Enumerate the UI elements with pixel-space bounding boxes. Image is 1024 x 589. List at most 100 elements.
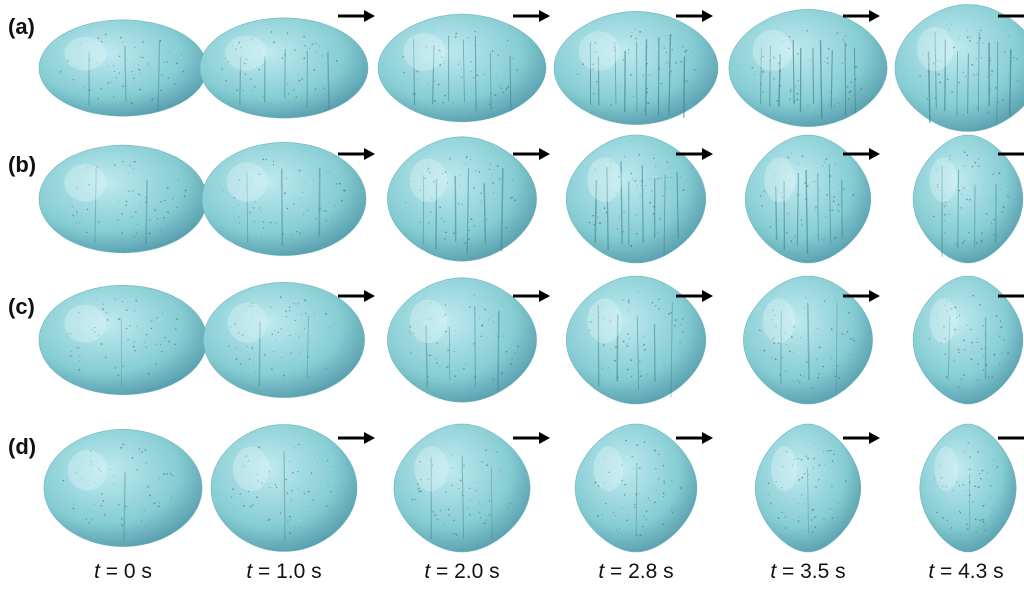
speckle (944, 304, 946, 307)
speckle (592, 214, 594, 217)
speckle (88, 522, 90, 524)
speckle (969, 150, 971, 152)
speckle (228, 345, 230, 347)
speckle (759, 329, 761, 332)
speckle (176, 62, 178, 65)
speckle (650, 229, 652, 231)
speckle (133, 341, 135, 343)
speckle (149, 485, 151, 487)
speckle (134, 46, 136, 48)
speckle (307, 356, 309, 358)
speckle (982, 369, 985, 371)
speckle (455, 533, 458, 536)
speckle (254, 86, 256, 88)
speckle (806, 30, 808, 32)
striation (620, 161, 623, 245)
speckle (150, 327, 153, 330)
speckle (588, 329, 591, 332)
speckle (779, 374, 781, 376)
speckle (94, 331, 96, 333)
speckle (846, 330, 849, 333)
droplet-highlight (232, 446, 270, 492)
speckle (618, 176, 620, 178)
speckle (169, 473, 172, 475)
speckle (615, 346, 617, 349)
equals-sign: = (252, 560, 277, 583)
speckle (445, 367, 447, 369)
speckle (122, 160, 124, 163)
droplet (912, 275, 1024, 405)
speckle (817, 328, 818, 329)
speckle (627, 309, 629, 311)
striation (157, 40, 161, 111)
speckle (652, 213, 655, 215)
speckle (977, 451, 980, 453)
droplet-body (43, 429, 203, 547)
speckle (992, 173, 994, 176)
speckle (937, 73, 940, 76)
speckle (223, 189, 225, 191)
speckle (319, 45, 321, 47)
speckle (976, 338, 978, 340)
speckle (416, 79, 418, 81)
speckle (438, 49, 441, 52)
speckle (268, 471, 270, 473)
speckle (113, 476, 115, 478)
speckle (296, 230, 298, 233)
speckle (474, 376, 476, 378)
speckle (283, 54, 286, 56)
speckle (774, 358, 777, 361)
speckle (779, 85, 782, 87)
speckle (649, 178, 651, 180)
speckle (243, 504, 245, 507)
speckle (497, 336, 499, 338)
speckle (453, 519, 455, 522)
speckle (926, 98, 929, 100)
speckle (788, 479, 790, 481)
striation (239, 56, 242, 105)
speckle (623, 494, 626, 496)
speckle (286, 178, 288, 179)
speckle (249, 304, 251, 307)
speckle (818, 464, 821, 466)
speckle (289, 532, 292, 535)
speckle (474, 31, 476, 33)
speckle (303, 492, 305, 494)
speckle (986, 76, 988, 78)
speckle (325, 368, 328, 370)
speckle (514, 352, 516, 354)
speckle (135, 211, 137, 213)
speckle (815, 163, 817, 165)
speckle (312, 43, 314, 45)
speckle (588, 221, 591, 224)
speckle (505, 350, 508, 353)
speckle (248, 358, 251, 360)
speckle (463, 465, 465, 467)
speckle (793, 380, 795, 382)
speckle (944, 213, 946, 216)
time-variable: t (770, 560, 777, 583)
speckle (299, 197, 301, 199)
speckle (77, 213, 78, 215)
speckle (439, 487, 441, 489)
speckle (446, 182, 448, 184)
speckle (157, 317, 159, 319)
speckle (658, 308, 660, 310)
speckle (431, 198, 433, 200)
speckle (834, 163, 836, 165)
speckle (516, 69, 518, 71)
speckle (459, 479, 462, 482)
speckle (163, 61, 165, 63)
striation (284, 48, 286, 99)
speckle (239, 493, 241, 495)
speckle (666, 161, 668, 163)
time-label: t = 2.0 s (424, 560, 499, 584)
speckle (648, 499, 650, 502)
speckle (672, 181, 674, 183)
speckle (242, 90, 244, 92)
speckle (828, 104, 830, 106)
speckle (769, 503, 772, 505)
speckle (314, 312, 316, 314)
speckle (428, 354, 430, 357)
speckle (824, 464, 826, 466)
